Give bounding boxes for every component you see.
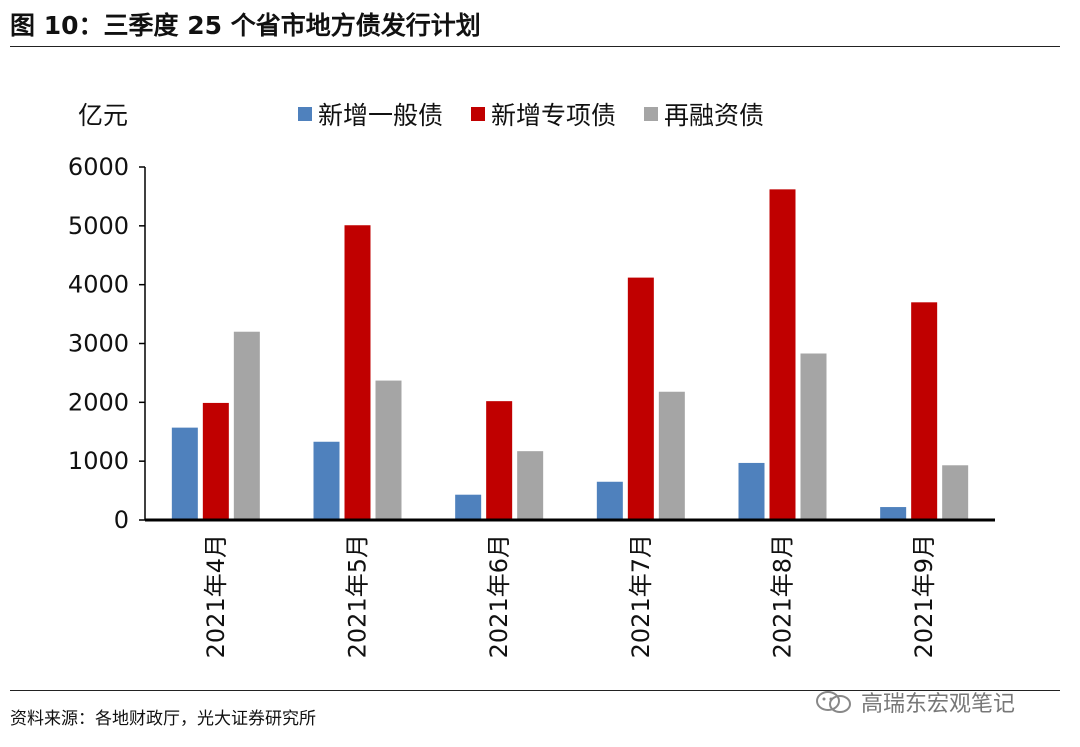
x-tick-label: 2021年8月 <box>769 534 797 658</box>
bar-special <box>344 225 371 520</box>
bar-refinancing <box>375 380 402 520</box>
legend-label-refinancing: 再融资债 <box>664 101 765 130</box>
bar-special <box>202 402 229 520</box>
bar-general <box>880 507 907 520</box>
legend-label-general: 新增一般债 <box>318 101 444 130</box>
y-tick-label: 0 <box>114 506 129 534</box>
bar-general <box>313 441 340 520</box>
bar-general <box>455 494 482 520</box>
legend-swatch-general <box>298 107 312 121</box>
watermark-text: 高瑞东宏观笔记 <box>861 692 1016 717</box>
legend-item-special: 新增专项债 <box>471 96 616 132</box>
source-divider <box>10 690 1060 691</box>
x-tick-label: 2021年7月 <box>627 534 655 658</box>
legend-swatch-refinancing <box>644 107 659 121</box>
chart-title: 图 10：三季度 25 个省市地方债发行计划 <box>10 11 481 40</box>
watermark: 高瑞东宏观笔记 <box>815 686 1015 718</box>
legend-item-general: 新增一般债 <box>298 96 443 132</box>
bar-refinancing <box>800 353 827 520</box>
y-tick-label: 4000 <box>68 271 129 299</box>
bar-general <box>171 427 198 520</box>
x-tick-label: 2021年5月 <box>344 534 372 658</box>
bar-refinancing <box>942 465 969 520</box>
x-tick-label: 2021年9月 <box>910 534 938 658</box>
bar-refinancing <box>517 451 544 520</box>
bar-refinancing <box>658 391 685 520</box>
y-axis-unit-label: 亿元 <box>78 101 129 130</box>
bar-special <box>769 189 796 520</box>
y-tick-label: 1000 <box>68 447 129 475</box>
bar-refinancing <box>233 331 260 520</box>
bar-special <box>627 277 654 520</box>
y-tick-label: 2000 <box>68 388 129 416</box>
y-tick-label: 6000 <box>68 153 129 181</box>
legend-swatch-special <box>471 107 486 121</box>
legend-label-special: 新增专项债 <box>491 101 617 130</box>
x-tick-label: 2021年6月 <box>485 534 513 658</box>
bar-special <box>911 302 938 520</box>
bar-general <box>738 462 765 520</box>
chart-legend: 新增一般债 新增专项债 再融资债 <box>298 96 792 132</box>
y-tick-label: 5000 <box>68 212 129 240</box>
source-note: 资料来源：各地财政厅，光大证券研究所 <box>10 709 316 729</box>
title-divider <box>10 46 1060 47</box>
legend-item-refinancing: 再融资债 <box>644 96 764 132</box>
y-tick-label: 3000 <box>68 330 129 358</box>
wechat-icon <box>816 691 851 713</box>
bar-chart: 0 1000 2000 3000 4000 5000 6000 2021年4月 2021年5月 2… <box>68 153 995 658</box>
bar-special <box>486 401 513 520</box>
bar-general <box>596 481 623 520</box>
x-tick-label: 2021年4月 <box>202 534 230 658</box>
